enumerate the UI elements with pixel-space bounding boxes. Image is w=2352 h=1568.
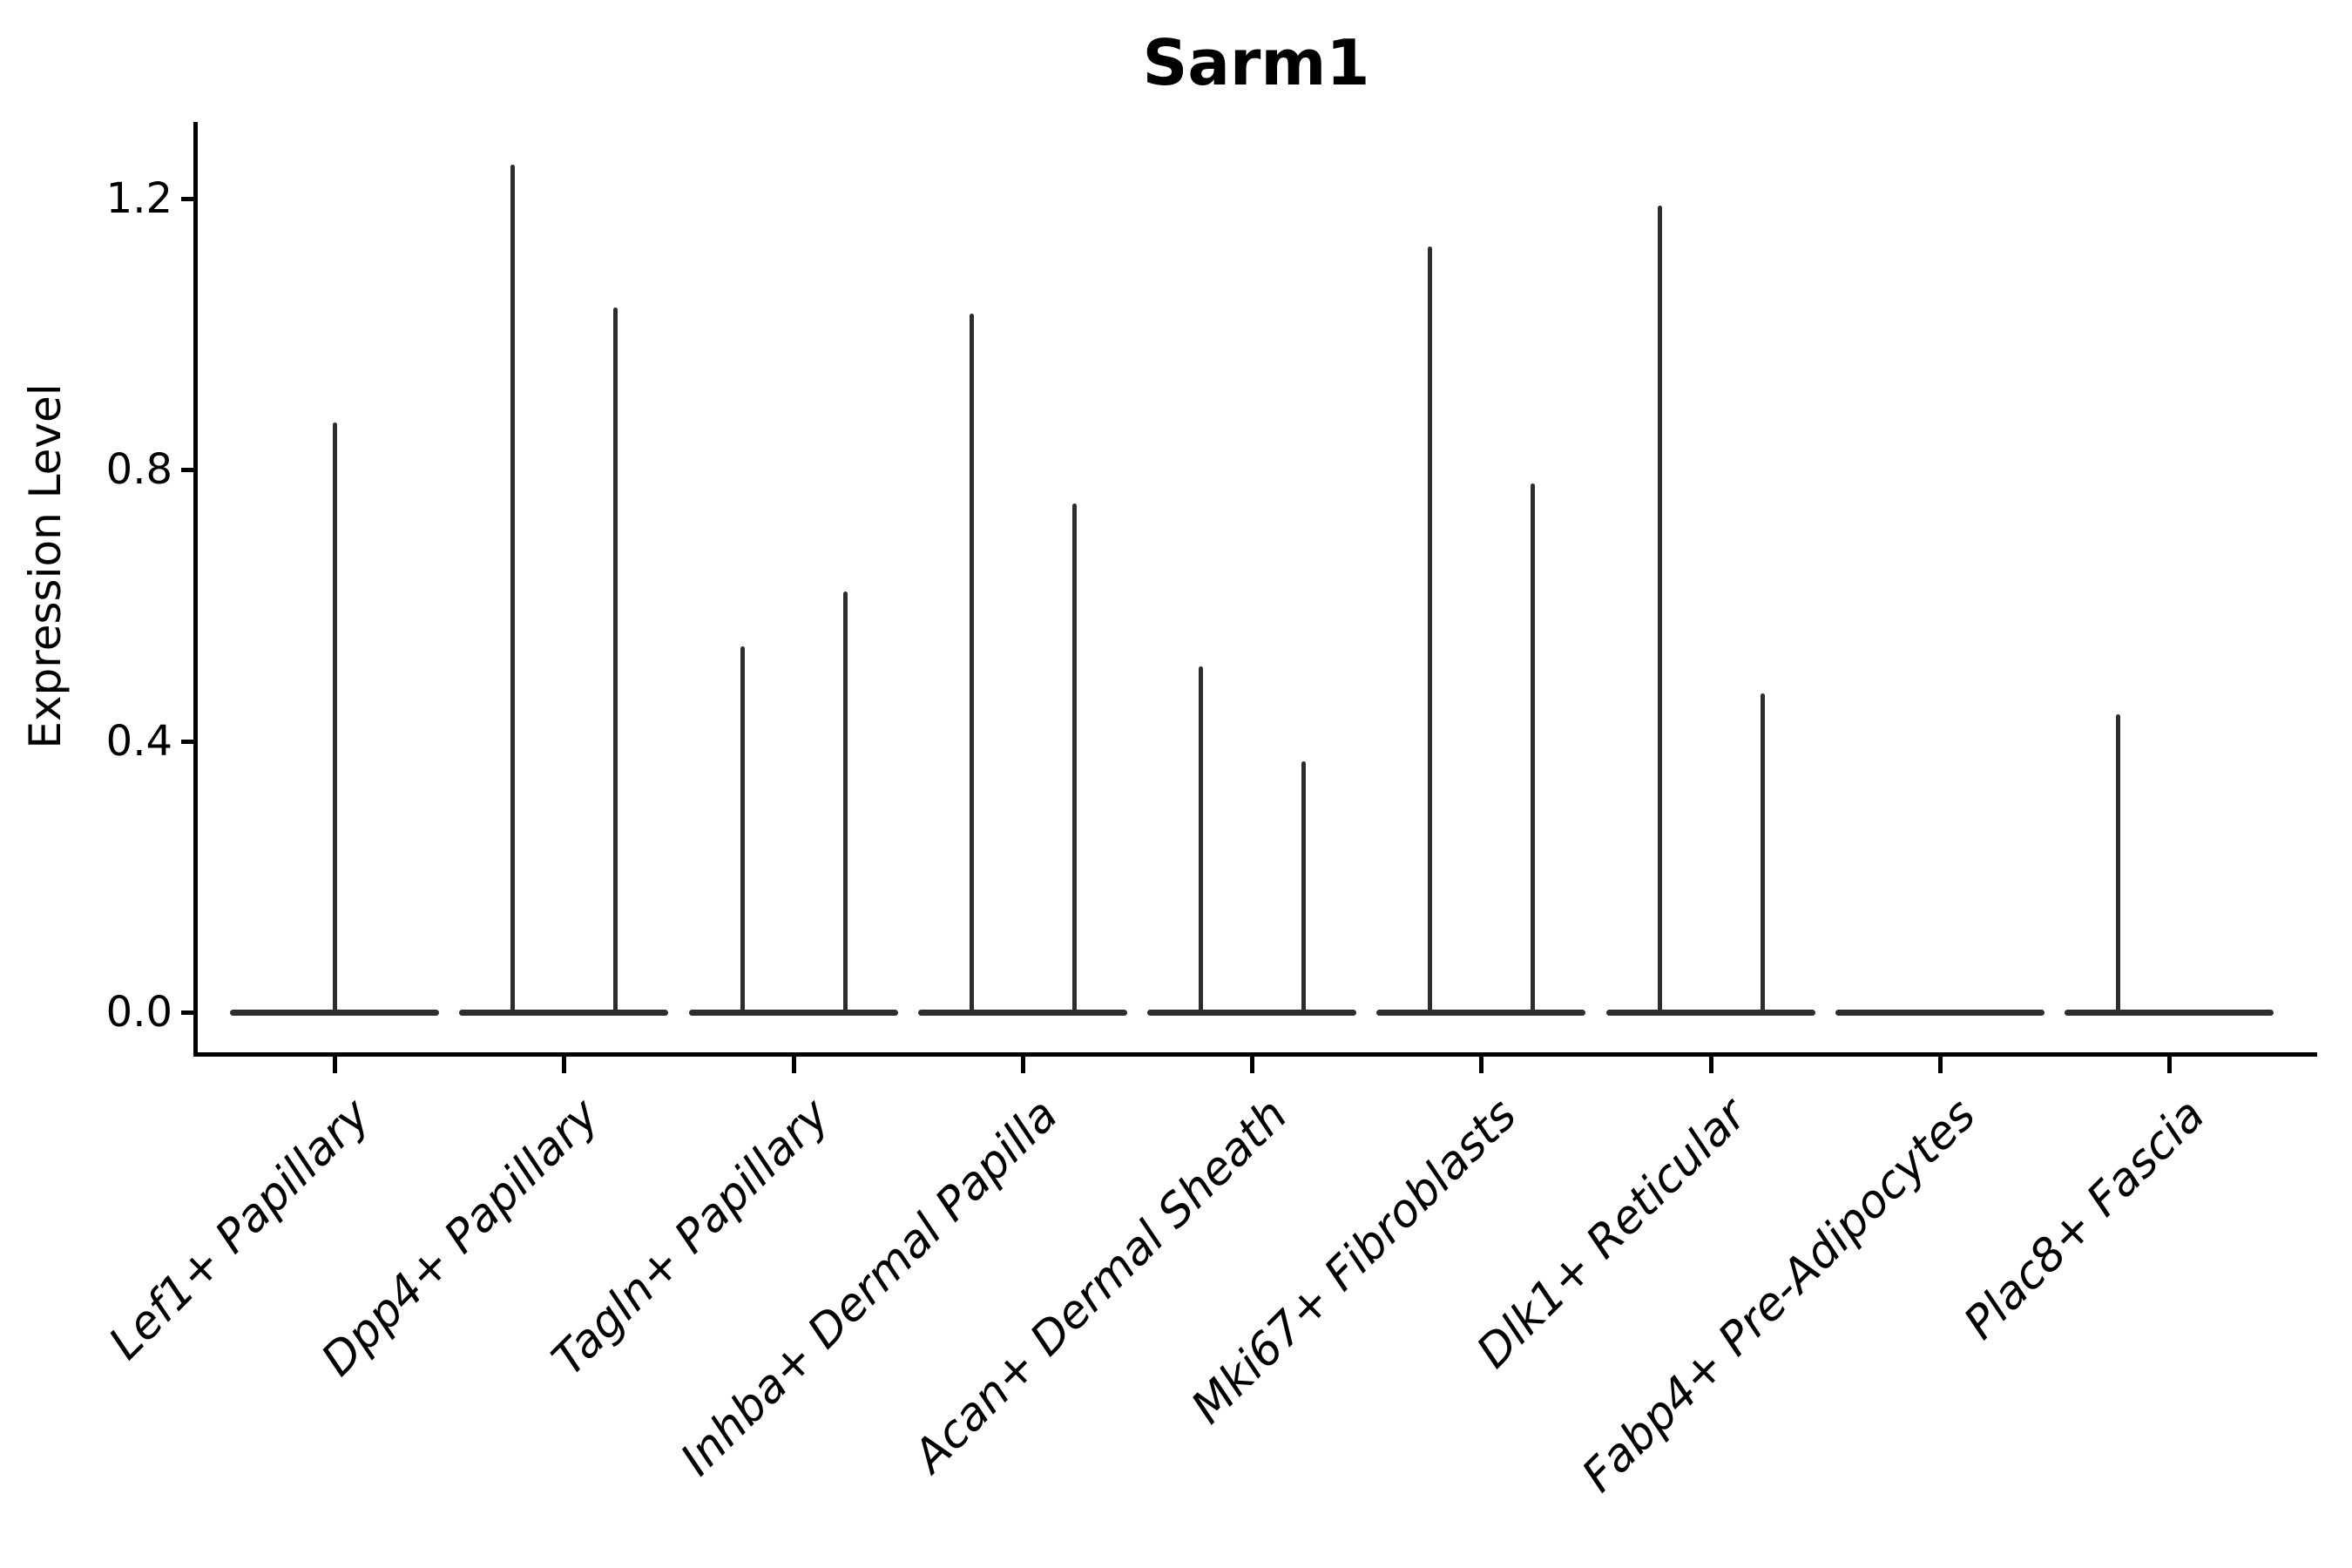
x-tick-mark (1021, 1056, 1025, 1073)
x-tick-label: Inhba+ Dermal Papilla (671, 1089, 1069, 1486)
violin-max-spike (970, 314, 974, 1014)
violin-max-spike (1761, 693, 1765, 1014)
x-tick-mark (792, 1056, 796, 1073)
violin-max-spike (333, 422, 337, 1014)
violin-max-spike (1199, 666, 1203, 1014)
y-tick-mark (181, 468, 196, 472)
violin-max-spike (740, 646, 745, 1014)
violin-max-spike (1428, 247, 1432, 1014)
y-tick-label: 0.8 (105, 445, 172, 494)
x-tick-label: Acan+ Dermal Sheath (903, 1089, 1298, 1483)
violin-base (1606, 1010, 1815, 1016)
x-tick-mark (562, 1056, 566, 1073)
y-tick-label: 0.0 (105, 988, 172, 1037)
violin-base (1376, 1010, 1585, 1016)
violin-base (459, 1010, 668, 1016)
violin-max-spike (1531, 483, 1535, 1014)
x-tick-mark (2167, 1056, 2172, 1073)
violin-base (2065, 1010, 2274, 1016)
x-tick-label: Fabp4+ Pre-Adipocytes (1571, 1089, 1986, 1503)
x-axis-spine (193, 1052, 2317, 1057)
y-tick-mark (181, 197, 196, 201)
violin-max-spike (843, 591, 848, 1014)
violin-max-spike (1301, 761, 1306, 1014)
violin-max-spike (510, 165, 515, 1014)
x-tick-mark (1250, 1056, 1254, 1073)
x-tick-mark (1709, 1056, 1713, 1073)
y-axis-spine (193, 122, 198, 1057)
y-tick-mark (181, 1010, 196, 1015)
violin-base (1835, 1010, 2044, 1016)
violin-max-spike (613, 308, 618, 1014)
violin-max-spike (1072, 504, 1077, 1014)
x-tick-mark (1938, 1056, 1943, 1073)
chart-title: Sarm1 (1142, 26, 1370, 99)
violin-base (1147, 1010, 1356, 1016)
y-axis-label: Expression Level (20, 383, 71, 749)
x-tick-label: Plac8+ Fascia (1954, 1089, 2215, 1350)
y-tick-label: 1.2 (105, 174, 172, 223)
y-tick-label: 0.4 (105, 717, 172, 766)
x-tick-mark (1479, 1056, 1484, 1073)
y-tick-mark (181, 740, 196, 744)
x-tick-mark (333, 1056, 337, 1073)
violin-base (689, 1010, 898, 1016)
violin-max-spike (1658, 206, 1662, 1014)
violin-max-spike (2116, 714, 2120, 1014)
violin-base (918, 1010, 1127, 1016)
